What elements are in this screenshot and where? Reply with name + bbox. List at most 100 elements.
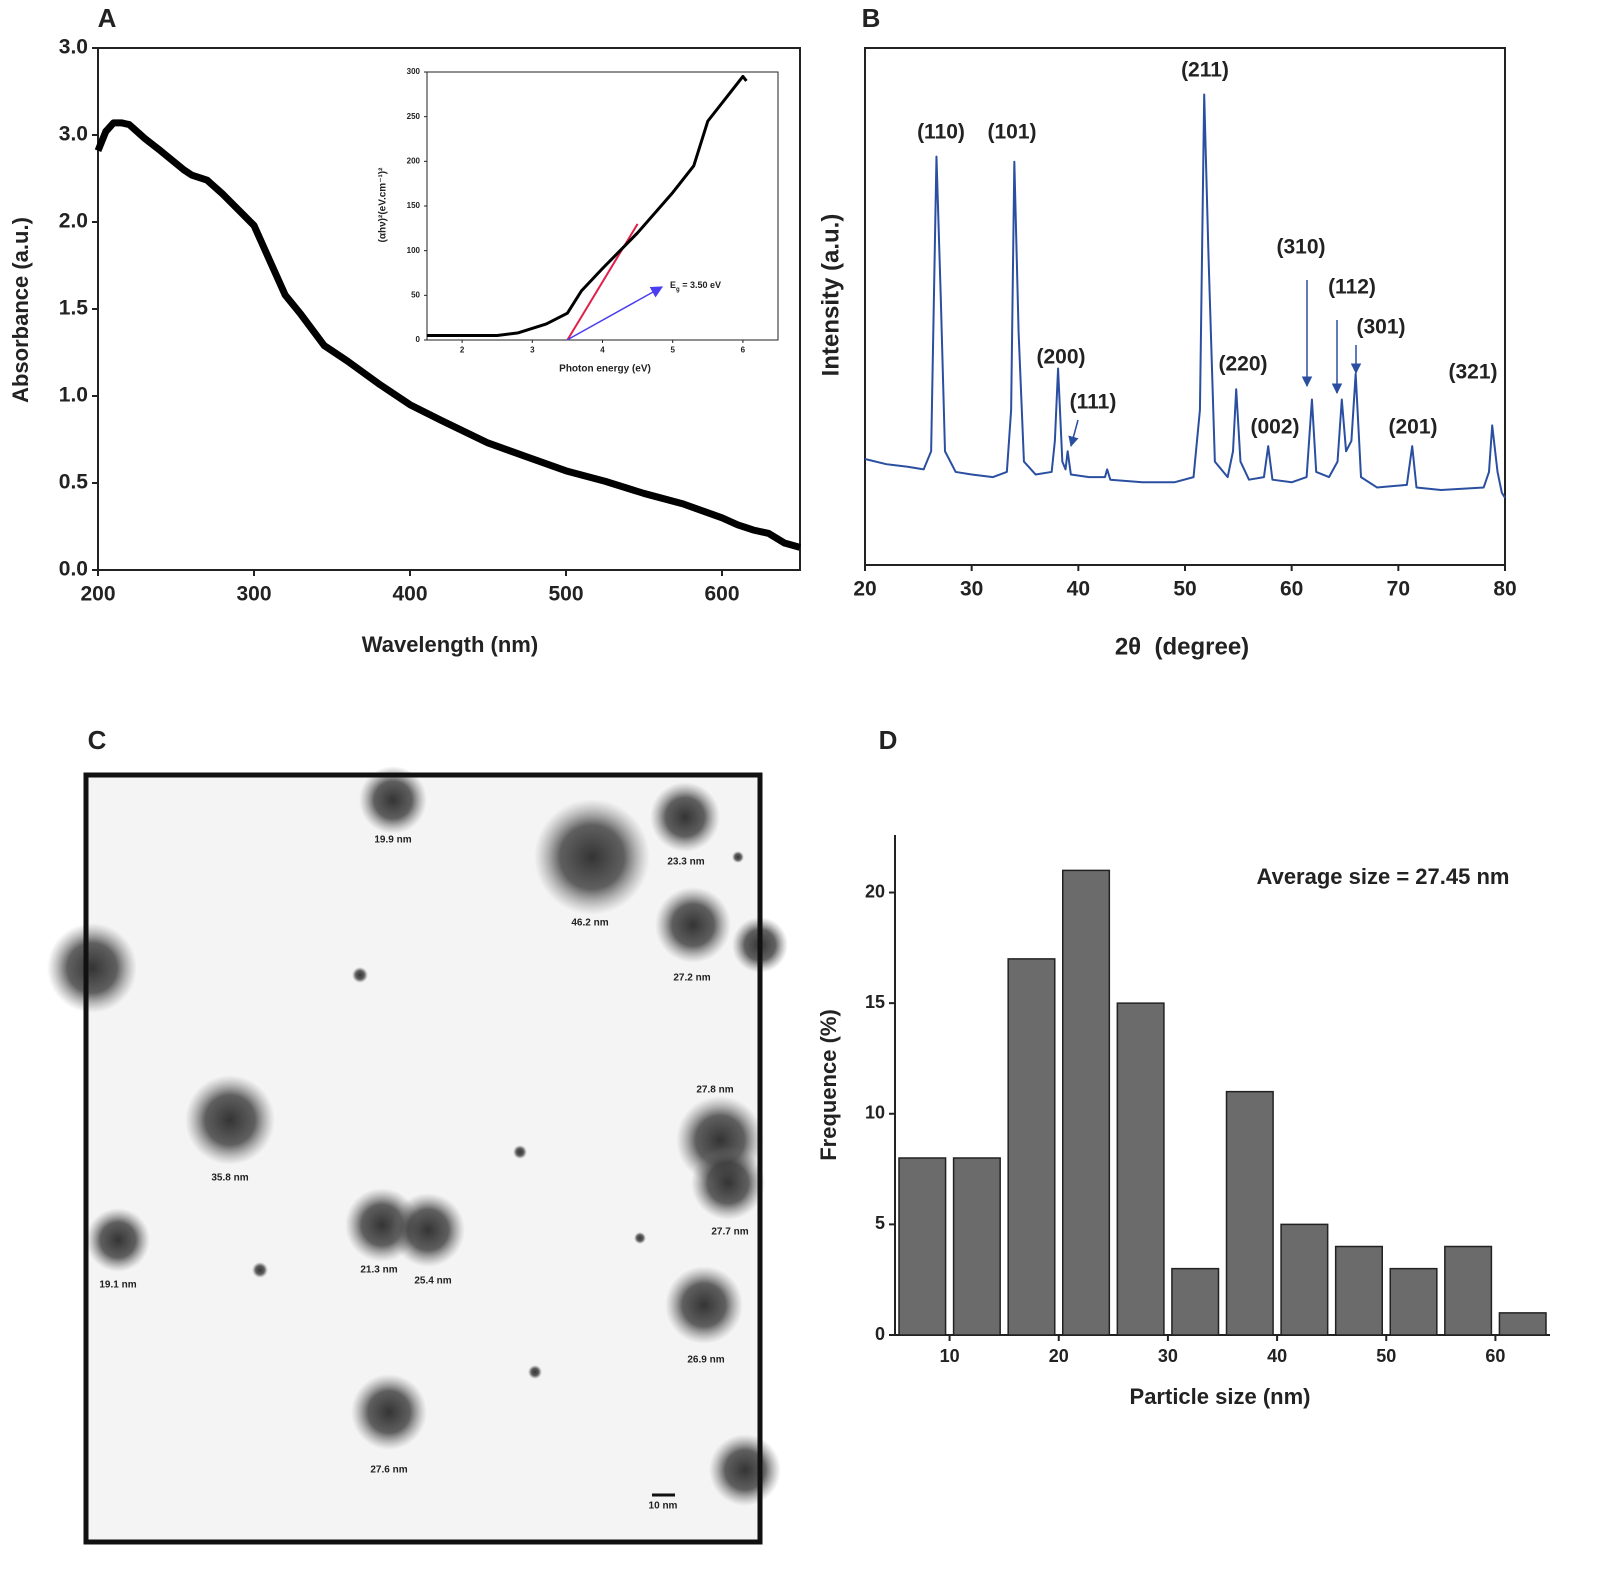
scale-bar-label: 10 nm: [649, 1501, 678, 1512]
x-tick-label: 30: [1158, 1346, 1178, 1366]
histogram-bar: [1444, 1245, 1493, 1336]
y-tick-label: 1.0: [59, 384, 88, 407]
x-tick-label: 70: [1387, 577, 1410, 600]
peak-arrow: [1068, 419, 1079, 448]
y-tick-label: 15: [865, 992, 885, 1012]
x-tick-label: 3: [530, 345, 535, 354]
annotation-text: E: [670, 280, 676, 290]
peak-label: (002): [1250, 416, 1299, 439]
histogram-bar: [1389, 1267, 1438, 1336]
size-label: 27.2 nm: [673, 973, 710, 984]
panel-label: A: [98, 3, 117, 33]
y-tick-label: 0.5: [59, 471, 89, 494]
histogram-bar: [1225, 1090, 1274, 1336]
x-tick-label: 50: [1173, 577, 1196, 600]
x-tick-label: 20: [853, 577, 876, 600]
y-tick-label: 2.0: [59, 210, 88, 233]
size-label: 26.9 nm: [687, 1355, 724, 1366]
particle: [650, 782, 720, 852]
data-line: [94, 119, 801, 551]
particle: [528, 1365, 542, 1379]
peak-label: (220): [1218, 353, 1267, 376]
particle: [359, 766, 427, 834]
particle: [513, 1145, 527, 1159]
particle: [252, 1262, 268, 1278]
x-tick-label: 6: [741, 345, 746, 354]
arrow: [566, 286, 664, 341]
y-tick-label: 3.0: [59, 36, 88, 59]
x-tick-label: 5: [670, 345, 675, 354]
y-tick-label: 20: [865, 881, 885, 901]
histogram-bar: [1116, 1002, 1165, 1336]
panel-label: D: [879, 725, 898, 755]
particle: [634, 1232, 646, 1244]
y-axis-label: (αhν)²(eV.cm⁻¹)²: [378, 167, 389, 243]
micrograph-frame: [83, 772, 763, 1545]
data-line: [864, 93, 1506, 499]
size-label: 27.6 nm: [370, 1465, 407, 1476]
peak-label: (110): [917, 121, 965, 144]
x-tick-label: 40: [1067, 577, 1090, 600]
x-tick-label: 10: [940, 1346, 960, 1366]
x-tick-label: 300: [236, 582, 271, 605]
y-tick-label: 0: [875, 1324, 885, 1344]
peak-label: (200): [1036, 346, 1085, 369]
peak-label: (111): [1070, 391, 1117, 414]
particle: [185, 1075, 275, 1165]
histogram-bar: [1062, 869, 1111, 1336]
x-tick-label: 60: [1280, 577, 1303, 600]
x-tick-label: 2: [460, 345, 465, 354]
annotation: Eg = 3.50 eV: [670, 280, 721, 292]
annotation-subscript: g: [676, 287, 680, 293]
particle: [351, 1374, 427, 1450]
particle: [534, 799, 650, 915]
peak-label: (201): [1388, 416, 1437, 439]
histogram-bar: [952, 1157, 1001, 1336]
size-label: 23.3 nm: [667, 857, 704, 868]
x-tick-label: 50: [1376, 1346, 1396, 1366]
x-tick-label: 4: [600, 345, 605, 354]
y-tick-label: 150: [407, 201, 421, 210]
plot-frame: [97, 47, 801, 571]
peak-label: (310): [1276, 236, 1325, 259]
size-label: 19.9 nm: [374, 835, 411, 846]
y-tick-label: 200: [407, 156, 421, 165]
particle: [86, 1208, 150, 1272]
y-tick-label: 1.5: [59, 297, 89, 320]
annotation-text: = 3.50 eV: [680, 280, 721, 290]
histogram-bar: [1171, 1267, 1220, 1336]
x-tick-label: 400: [392, 582, 427, 605]
histogram-bar: [1498, 1312, 1547, 1336]
peak-label: (101): [987, 121, 1036, 144]
particle: [352, 967, 368, 983]
histogram-bar: [1280, 1223, 1329, 1336]
size-label: 27.7 nm: [711, 1227, 748, 1238]
y-tick-label: 0: [416, 335, 421, 344]
particle: [709, 1434, 781, 1506]
particle: [732, 851, 744, 863]
inset-line: [427, 74, 748, 338]
x-tick-label: 30: [960, 577, 983, 600]
x-tick-label: 20: [1049, 1346, 1069, 1366]
panel-label: B: [862, 3, 881, 33]
x-axis-label: Wavelength (nm): [362, 632, 538, 657]
x-axis-label: Particle size (nm): [1130, 1384, 1311, 1409]
x-tick-label: 60: [1485, 1346, 1505, 1366]
histogram-bar: [1007, 958, 1056, 1336]
particle: [47, 923, 137, 1013]
y-tick-label: 0.0: [59, 558, 88, 581]
x-tick-label: 80: [1493, 577, 1516, 600]
x-tick-label: 200: [80, 582, 115, 605]
annotation: Average size = 27.45 nm: [1257, 864, 1510, 889]
particle: [391, 1193, 465, 1267]
size-label: 19.1 nm: [99, 1280, 136, 1291]
x-axis-label: Photon energy (eV): [559, 364, 651, 375]
y-tick-label: 100: [407, 246, 421, 255]
y-tick-label: 10: [865, 1103, 885, 1123]
y-tick-label: 3.0: [59, 123, 88, 146]
size-label: 35.8 nm: [211, 1173, 248, 1184]
y-tick-label: 250: [407, 112, 421, 121]
peak-label: (301): [1356, 316, 1405, 339]
micrograph: [47, 766, 788, 1506]
y-tick-label: 50: [411, 290, 420, 299]
